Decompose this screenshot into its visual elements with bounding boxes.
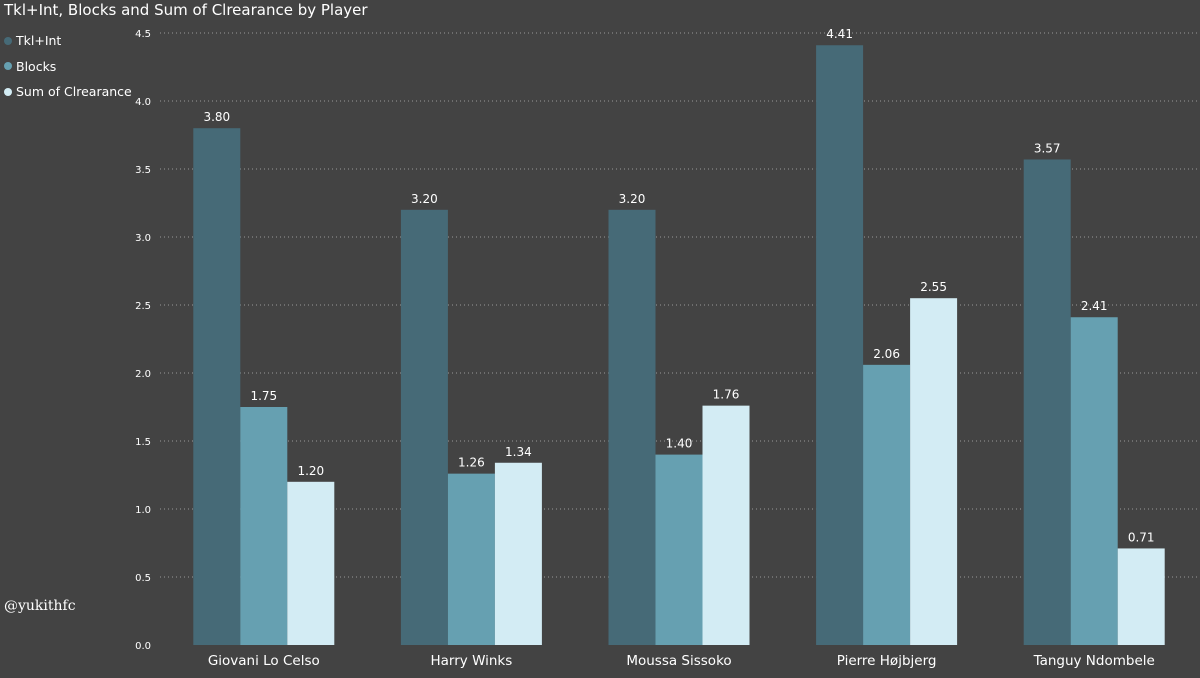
y-tick-label: 4.5: [135, 29, 151, 40]
y-tick-label: 1.0: [135, 505, 151, 516]
data-label: 3.57: [1034, 141, 1061, 155]
data-label: 4.41: [826, 27, 853, 41]
data-label: 1.40: [666, 437, 693, 451]
y-tick-label: 2.0: [135, 369, 151, 380]
data-label: 1.76: [713, 388, 740, 402]
y-tick-label: 3.5: [135, 165, 151, 176]
bar: [816, 45, 864, 646]
legend-label: Sum of Clrearance: [16, 84, 132, 100]
x-category-label: Giovani Lo Celso: [208, 653, 320, 669]
x-category-label: Tanguy Ndombele: [1033, 653, 1155, 669]
data-label: 1.75: [250, 389, 277, 403]
x-category-label: Harry Winks: [431, 653, 513, 669]
bar: [193, 128, 241, 645]
y-tick-label: 2.5: [135, 301, 151, 312]
legend-label: Blocks: [16, 58, 57, 74]
bar: [863, 364, 911, 645]
data-label: 0.71: [1128, 530, 1155, 544]
data-label: 3.80: [203, 110, 230, 124]
watermark: @yukithfc: [4, 598, 76, 614]
y-tick-label: 0.5: [135, 573, 151, 584]
bar: [1070, 317, 1118, 645]
bar: [287, 481, 335, 645]
data-label: 1.26: [458, 456, 485, 470]
bar: [655, 454, 703, 645]
y-tick-label: 3.0: [135, 233, 151, 244]
legend-dot-icon: [4, 62, 12, 71]
bar: [1117, 548, 1165, 645]
bar: [702, 405, 750, 645]
bar: [240, 407, 288, 645]
chart-title: Tkl+Int, Blocks and Sum of Clrearance by…: [4, 1, 368, 19]
legend: Tkl+Int Blocks Sum of Clrearance: [4, 28, 132, 105]
data-label: 3.20: [411, 192, 438, 206]
data-label: 2.55: [920, 280, 947, 294]
bar: [494, 462, 542, 645]
y-tick-label: 1.5: [135, 437, 151, 448]
legend-dot-icon: [4, 36, 12, 45]
data-label: 3.20: [619, 192, 646, 206]
data-label: 1.34: [505, 445, 532, 459]
y-tick-label: 4.0: [135, 97, 151, 108]
data-label: 2.41: [1081, 299, 1108, 313]
legend-item-sum-of-clearance[interactable]: Sum of Clrearance: [4, 79, 132, 105]
legend-item-blocks[interactable]: Blocks: [4, 54, 132, 80]
legend-dot-icon: [4, 87, 12, 96]
bar: [608, 209, 656, 646]
legend-item-tkl-int[interactable]: Tkl+Int: [4, 28, 132, 54]
y-tick-label: 0.0: [135, 641, 151, 652]
bar: [400, 209, 448, 646]
data-label: 1.20: [297, 464, 324, 478]
x-category-label: Pierre Højbjerg: [837, 653, 937, 669]
legend-label: Tkl+Int: [16, 33, 62, 49]
bar: [910, 298, 958, 645]
bar: [1023, 159, 1071, 646]
x-category-label: Moussa Sissoko: [626, 653, 731, 669]
data-label: 2.06: [873, 347, 900, 361]
bar: [447, 473, 495, 645]
